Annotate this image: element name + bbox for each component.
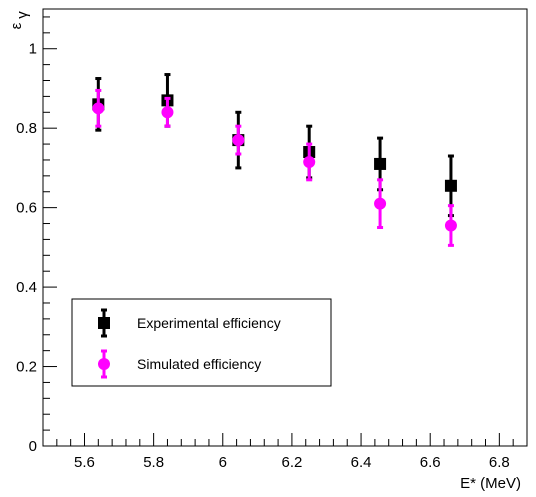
legend-entry-simulated: Simulated efficiency <box>98 349 261 379</box>
x-tick-label: 5.6 <box>74 454 95 471</box>
plot-frame <box>42 8 528 447</box>
y-tick-label: 0.8 <box>16 120 37 137</box>
circle-marker <box>232 134 245 147</box>
circle-marker <box>98 358 110 370</box>
circle-marker <box>161 106 174 119</box>
y-axis-title-subscript: γ <box>14 11 31 19</box>
y-tick-label: 0.2 <box>16 359 37 376</box>
y-tick-label: 0.4 <box>16 279 37 296</box>
x-tick-label: 6 <box>219 454 227 471</box>
legend-label: Experimental efficiency <box>137 315 281 331</box>
series-layer <box>92 73 457 247</box>
legend-box <box>71 298 332 387</box>
legend-label: Simulated efficiency <box>137 356 261 372</box>
axes: 5.6 5.8 6 6.2 6.4 6.6 6.8 0 0.2 0.4 0.6 0.8 1 <box>16 16 528 471</box>
x-tick-label: 6.4 <box>351 454 372 471</box>
x-axis-title: E* (MeV) <box>460 475 521 492</box>
series-experimental <box>92 73 457 218</box>
x-tick-label: 6.8 <box>489 454 510 471</box>
legend: Experimental efficiency Simulated efficie… <box>71 298 332 387</box>
x-tick-label: 5.8 <box>143 454 164 471</box>
x-tick-label: 6.2 <box>281 454 302 471</box>
circle-marker <box>303 155 316 168</box>
y-tick-label: 0.6 <box>16 200 37 217</box>
circle-marker <box>92 102 105 115</box>
circle-marker <box>374 197 387 210</box>
y-tick-label: 1 <box>29 41 37 58</box>
y-tick-label: 0 <box>29 438 37 455</box>
x-tick-label: 6.6 <box>420 454 441 471</box>
square-marker <box>374 157 387 170</box>
series-simulated <box>92 88 457 247</box>
square-marker <box>444 179 457 192</box>
square-marker <box>98 317 110 329</box>
y-axis-title-symbol: ε <box>8 22 25 29</box>
legend-entry-experimental: Experimental efficiency <box>98 308 281 338</box>
circle-marker <box>444 219 457 232</box>
